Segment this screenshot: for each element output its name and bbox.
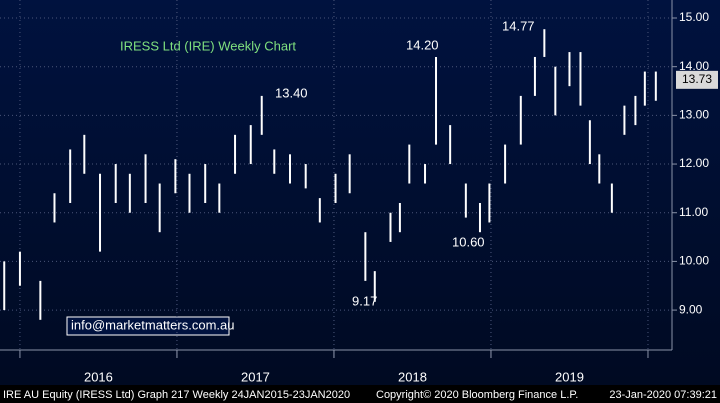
last-price-box bbox=[676, 70, 718, 89]
x-tick-label: 2019 bbox=[555, 369, 584, 384]
footer-center: Copyright© 2020 Bloomberg Finance L.P. bbox=[376, 389, 578, 401]
footer-right: 23-Jan-2020 07:39:21 bbox=[609, 389, 717, 401]
footer-bar bbox=[0, 385, 720, 403]
annotation: 10.60 bbox=[452, 234, 485, 249]
last-price-label: 13.73 bbox=[682, 72, 712, 86]
chart-title: IRESS Ltd (IRE) Weekly Chart bbox=[120, 38, 296, 53]
annotation: 13.40 bbox=[275, 85, 308, 100]
annotation: 9.17 bbox=[352, 293, 377, 308]
footer-left: IRE AU Equity (IRESS Ltd) Graph 217 Week… bbox=[3, 389, 350, 401]
email: info@marketmatters.com.au bbox=[71, 317, 234, 332]
annotation: 14.77 bbox=[502, 18, 535, 33]
y-tick-label: 12.00 bbox=[679, 156, 709, 170]
y-tick-label: 13.00 bbox=[679, 108, 709, 122]
y-tick-label: 9.00 bbox=[679, 302, 703, 316]
y-tick-label: 10.00 bbox=[679, 254, 709, 268]
x-tick-label: 2016 bbox=[84, 369, 113, 384]
x-tick-label: 2018 bbox=[398, 369, 427, 384]
y-tick-label: 11.00 bbox=[679, 205, 708, 219]
y-tick-label: 14.00 bbox=[679, 59, 709, 73]
annotation: 14.20 bbox=[406, 37, 439, 52]
x-tick-label: 2017 bbox=[241, 369, 270, 384]
y-tick-label: 15.00 bbox=[679, 10, 709, 24]
email-box bbox=[66, 316, 230, 336]
